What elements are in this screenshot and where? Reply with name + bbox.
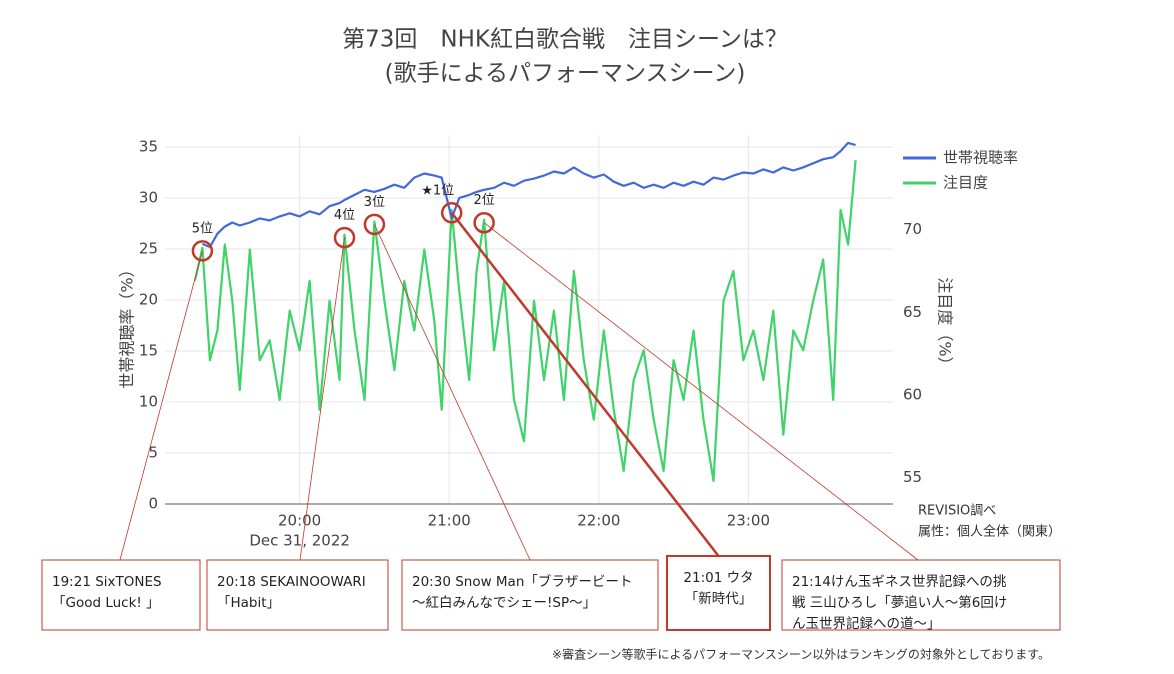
rank-marker: [440, 202, 463, 224]
y-tick-label: 30: [139, 189, 158, 207]
x-tick-sublabel: Dec 31, 2022: [249, 532, 350, 550]
annotation-box: [206, 559, 389, 631]
source-note: 属性：個人全体（関東）: [918, 524, 1061, 540]
x-tick-label: 20:00: [278, 512, 321, 530]
annotation-text: 20:18 SEKAINOOWARI: [217, 574, 366, 590]
footnote: ※審査シーン等歌手によるパフォーマンスシーン以外はランキングの対象外としておりま…: [552, 647, 1050, 662]
source-note: REVISIO調べ: [918, 504, 996, 519]
rank-marker: [333, 226, 356, 249]
chart-title: 第73回 NHK紅白歌合戦 注目シーンは？: [342, 27, 788, 53]
x-tick-label: 23:00: [727, 512, 770, 530]
y-tick-label: 0: [148, 495, 158, 513]
series-line: [193, 160, 857, 482]
y2-tick-label: 55: [903, 468, 922, 486]
y2-tick-label: 60: [903, 385, 922, 403]
annotation-text: 「新時代」: [685, 591, 753, 607]
annotation-box: [666, 555, 771, 631]
connector-line: [119, 250, 203, 561]
annotation-text: 21:01 ウタ: [683, 570, 753, 586]
annotation-text: 19:21 SixTONES: [52, 574, 162, 590]
legend-bg: [898, 136, 1048, 200]
x-tick-label: 22:00: [577, 512, 620, 530]
y2-tick-label: 65: [903, 303, 922, 321]
y-tick-label: 15: [139, 342, 158, 360]
annotation-box: [41, 559, 201, 631]
y-tick-label: 10: [139, 393, 158, 411]
x-tick-label: 21:00: [428, 512, 471, 530]
annotation-text: ん玉世界記録への道～」: [792, 615, 941, 632]
connector-line: [483, 222, 919, 561]
chart-subtitle: (歌手によるパフォーマンスシーン): [385, 61, 746, 87]
connector-line: [450, 212, 720, 557]
y2-tick-label: 70: [903, 220, 922, 238]
rank-label: 3位: [364, 195, 385, 210]
y2-axis-label: 注目度（%）: [936, 277, 955, 372]
rank-label: 2位: [473, 193, 494, 208]
rank-label: 5位: [192, 221, 213, 236]
legend-label: 注目度: [943, 174, 988, 192]
annotation-text: 「Habit」: [217, 595, 280, 611]
y-axis-label: 世帯視聴率（%）: [118, 261, 137, 388]
legend-label: 世帯視聴率: [943, 149, 1018, 167]
annotation-text: 20:30 Snow Man「ブラザービート: [412, 573, 632, 590]
annotation-text: 「Good Luck! 」: [52, 595, 160, 611]
connector-line: [299, 237, 345, 561]
annotation-text: ～紅白みんなでシェー!SP～」: [412, 595, 596, 611]
rank-marker: [473, 211, 495, 234]
rank-label: 4位: [334, 208, 355, 223]
annotation-text: 戦 三山ひろし「夢追い人～第6回け: [792, 594, 1007, 611]
annotation-text: 21:14けん玉ギネス世界記録への挑: [792, 573, 1007, 590]
annotation-box: [781, 559, 1061, 631]
y-tick-label: 20: [139, 291, 158, 309]
rank-marker: [363, 213, 386, 236]
annotation-box: [401, 559, 659, 631]
connector-line: [374, 224, 531, 561]
y-tick-label: 35: [139, 138, 158, 156]
rank-marker: [191, 240, 214, 262]
series-line: [201, 141, 856, 249]
rank-label: ★1位: [421, 183, 454, 198]
y-tick-label: 5: [148, 444, 158, 462]
y-tick-label: 25: [139, 240, 158, 258]
